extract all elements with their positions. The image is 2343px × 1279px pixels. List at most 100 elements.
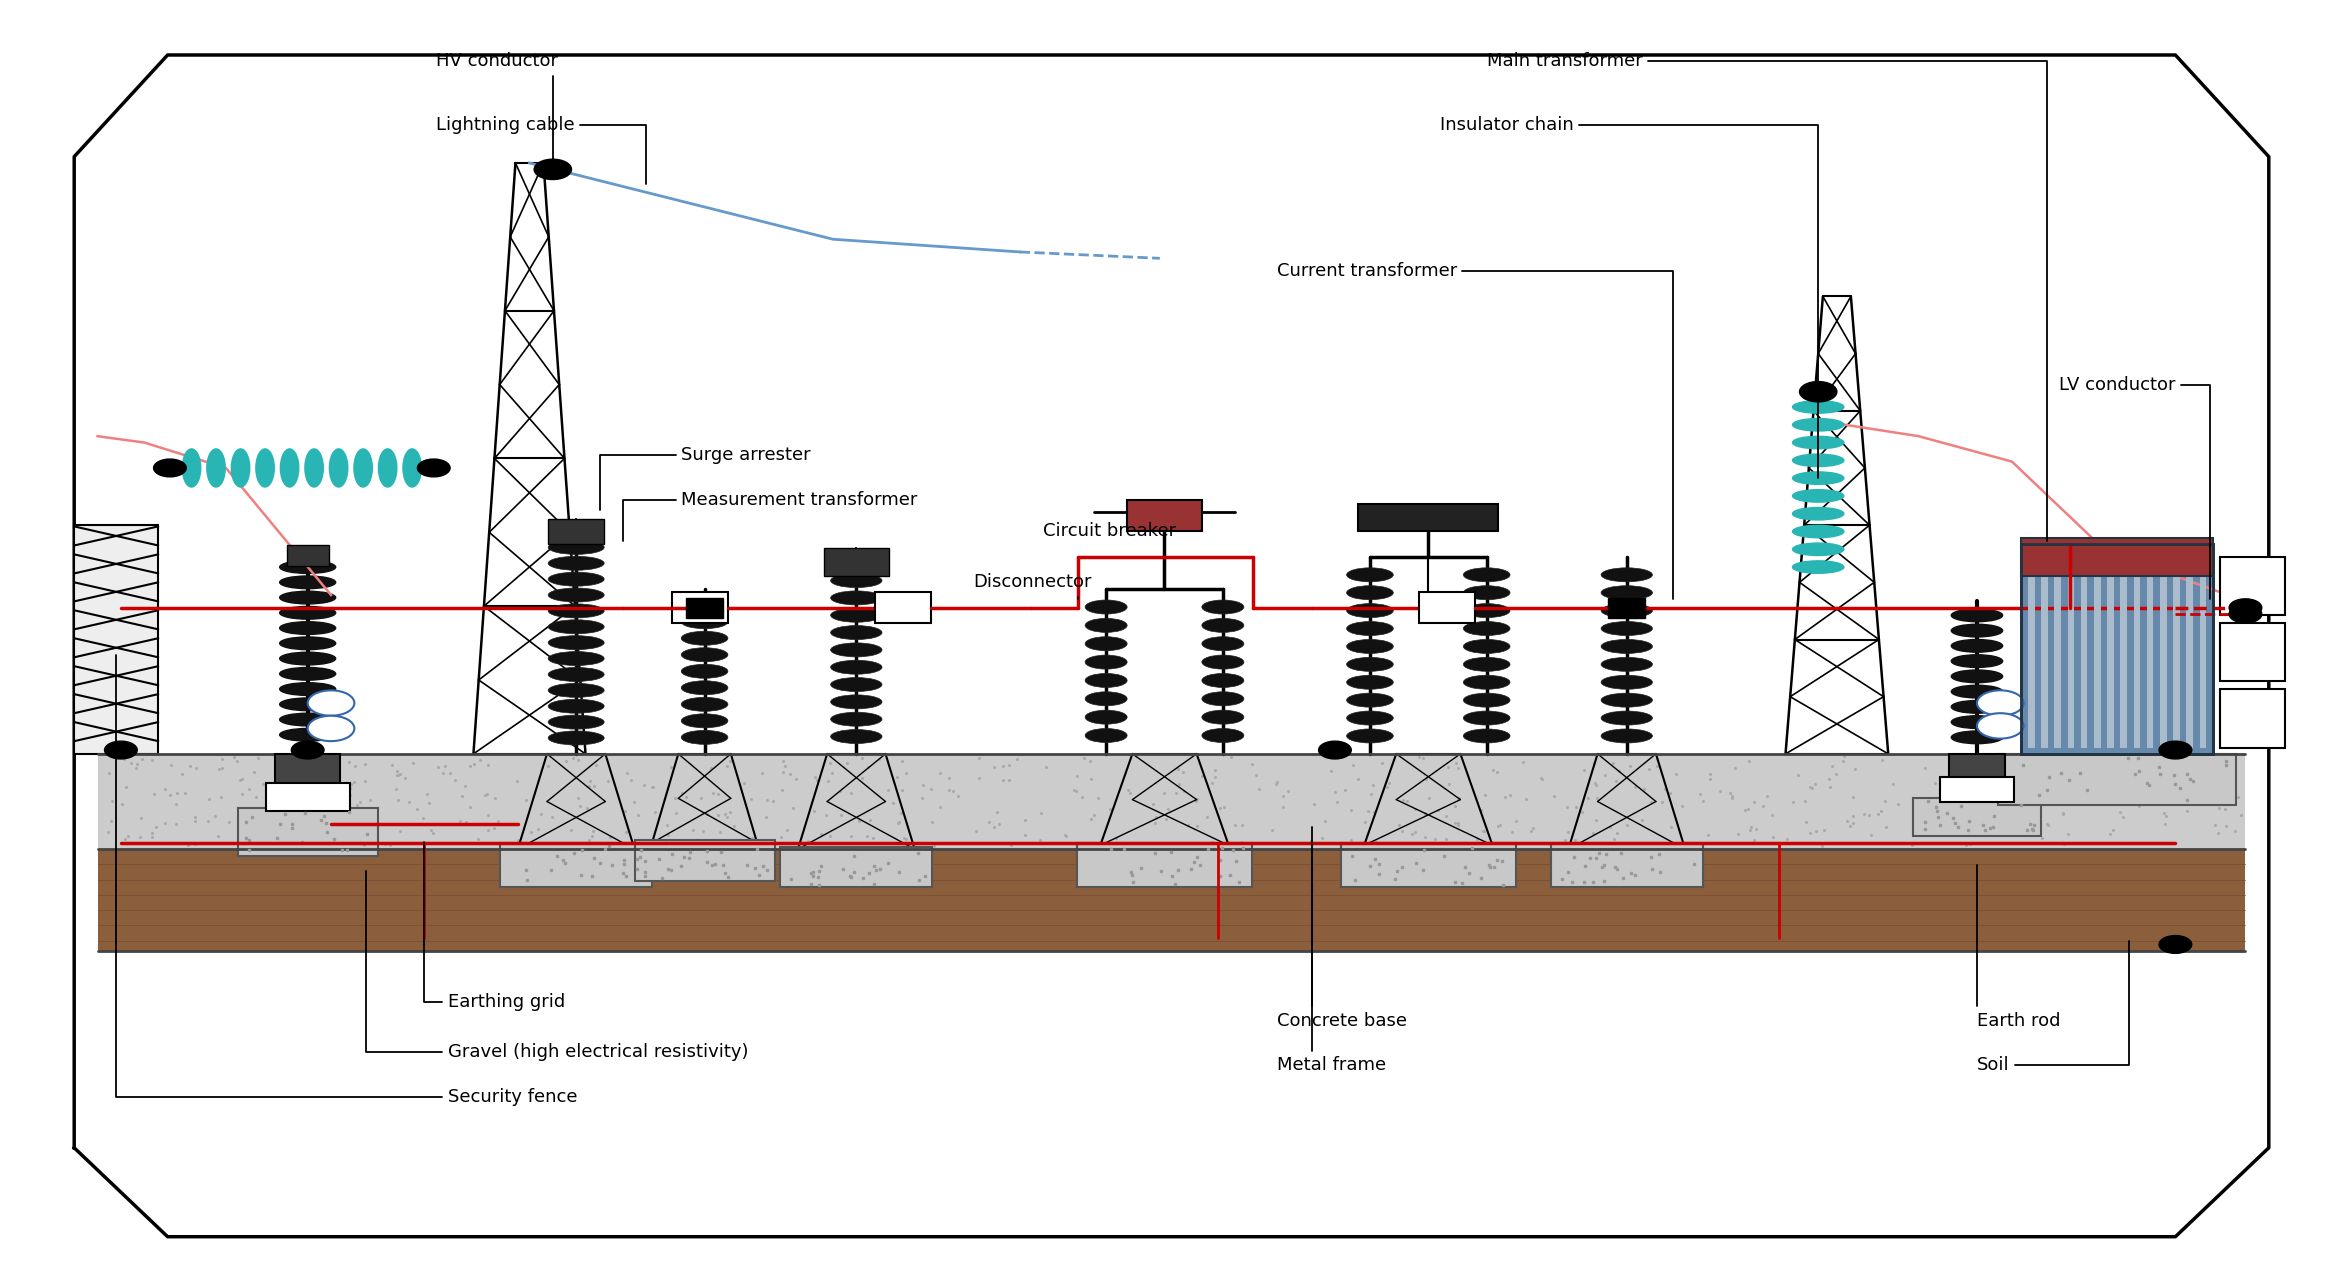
Ellipse shape (1347, 675, 1394, 689)
Text: Soil: Soil (1977, 941, 2130, 1074)
Ellipse shape (548, 636, 604, 650)
Bar (2055, 550, 2062, 747)
Bar (2146, 550, 2153, 747)
Ellipse shape (548, 683, 604, 697)
Ellipse shape (1952, 716, 2003, 729)
Bar (2219, 623, 2284, 682)
Text: Disconnector: Disconnector (972, 573, 1092, 599)
Ellipse shape (279, 698, 335, 711)
Ellipse shape (1464, 657, 1509, 671)
Ellipse shape (682, 664, 729, 678)
Bar (265, 783, 349, 811)
Bar (2219, 556, 2284, 615)
Ellipse shape (1464, 711, 1509, 725)
Ellipse shape (1464, 604, 1509, 618)
Bar (274, 753, 340, 785)
Bar (2022, 544, 2212, 753)
Ellipse shape (548, 700, 604, 714)
Bar (1127, 500, 1202, 532)
Ellipse shape (832, 694, 881, 709)
Ellipse shape (832, 712, 881, 726)
Ellipse shape (281, 449, 300, 487)
Circle shape (417, 459, 450, 477)
Text: HV conductor: HV conductor (436, 52, 558, 160)
Bar (2174, 550, 2179, 747)
Ellipse shape (1085, 710, 1127, 724)
Ellipse shape (548, 541, 604, 554)
Bar (2022, 538, 2212, 576)
Ellipse shape (1464, 586, 1509, 600)
Ellipse shape (1792, 400, 1844, 413)
Bar (237, 808, 377, 856)
Ellipse shape (682, 599, 729, 613)
Ellipse shape (279, 683, 335, 696)
Ellipse shape (380, 449, 396, 487)
Bar (2029, 550, 2034, 747)
Circle shape (1977, 691, 2024, 716)
Bar (2219, 689, 2284, 747)
Ellipse shape (1085, 600, 1127, 614)
Bar (98, 849, 2245, 950)
Ellipse shape (1347, 711, 1394, 725)
Ellipse shape (1952, 655, 2003, 668)
Ellipse shape (1202, 710, 1244, 724)
Ellipse shape (1347, 657, 1394, 671)
Ellipse shape (279, 637, 335, 650)
Ellipse shape (1792, 490, 1844, 503)
Ellipse shape (1085, 637, 1127, 651)
Bar (1359, 504, 1500, 532)
Bar (2134, 550, 2139, 747)
Circle shape (2228, 599, 2261, 616)
Ellipse shape (1347, 693, 1394, 707)
Bar (2186, 550, 2193, 747)
Ellipse shape (832, 660, 881, 674)
Bar (635, 840, 776, 881)
Ellipse shape (1952, 670, 2003, 683)
Ellipse shape (548, 556, 604, 570)
Ellipse shape (1347, 604, 1394, 618)
Bar (1607, 597, 1645, 618)
Circle shape (105, 741, 138, 758)
Text: Circuit breaker: Circuit breaker (1043, 523, 1176, 554)
Ellipse shape (1600, 657, 1652, 671)
Circle shape (2158, 935, 2191, 953)
Circle shape (155, 459, 187, 477)
Bar (98, 753, 2245, 849)
Text: Concrete base: Concrete base (1277, 826, 1406, 1030)
Circle shape (291, 741, 323, 758)
Ellipse shape (1792, 454, 1844, 467)
Ellipse shape (1600, 622, 1652, 636)
Ellipse shape (1347, 568, 1394, 582)
Ellipse shape (682, 632, 729, 645)
Ellipse shape (305, 449, 323, 487)
Ellipse shape (279, 560, 335, 573)
Ellipse shape (548, 668, 604, 682)
Ellipse shape (232, 449, 251, 487)
Bar (548, 519, 604, 544)
Ellipse shape (1792, 472, 1844, 485)
Ellipse shape (1202, 637, 1244, 651)
Ellipse shape (1464, 729, 1509, 743)
Bar (2022, 544, 2212, 753)
Bar (780, 847, 933, 888)
Ellipse shape (206, 449, 225, 487)
Text: Main transformer: Main transformer (1488, 52, 2048, 541)
Circle shape (1977, 714, 2024, 738)
Text: Measurement transformer: Measurement transformer (623, 491, 918, 541)
Ellipse shape (832, 678, 881, 692)
Text: Insulator chain: Insulator chain (1441, 116, 1818, 478)
Ellipse shape (682, 730, 729, 744)
Ellipse shape (279, 714, 335, 726)
Ellipse shape (279, 729, 335, 741)
Ellipse shape (279, 652, 335, 665)
Ellipse shape (682, 647, 729, 661)
Ellipse shape (1952, 640, 2003, 652)
Ellipse shape (1464, 568, 1509, 582)
Ellipse shape (548, 620, 604, 634)
Bar (75, 526, 159, 753)
Bar (2081, 550, 2088, 747)
Ellipse shape (1347, 586, 1394, 600)
Ellipse shape (183, 449, 201, 487)
Ellipse shape (279, 668, 335, 680)
Bar (1420, 592, 1476, 623)
